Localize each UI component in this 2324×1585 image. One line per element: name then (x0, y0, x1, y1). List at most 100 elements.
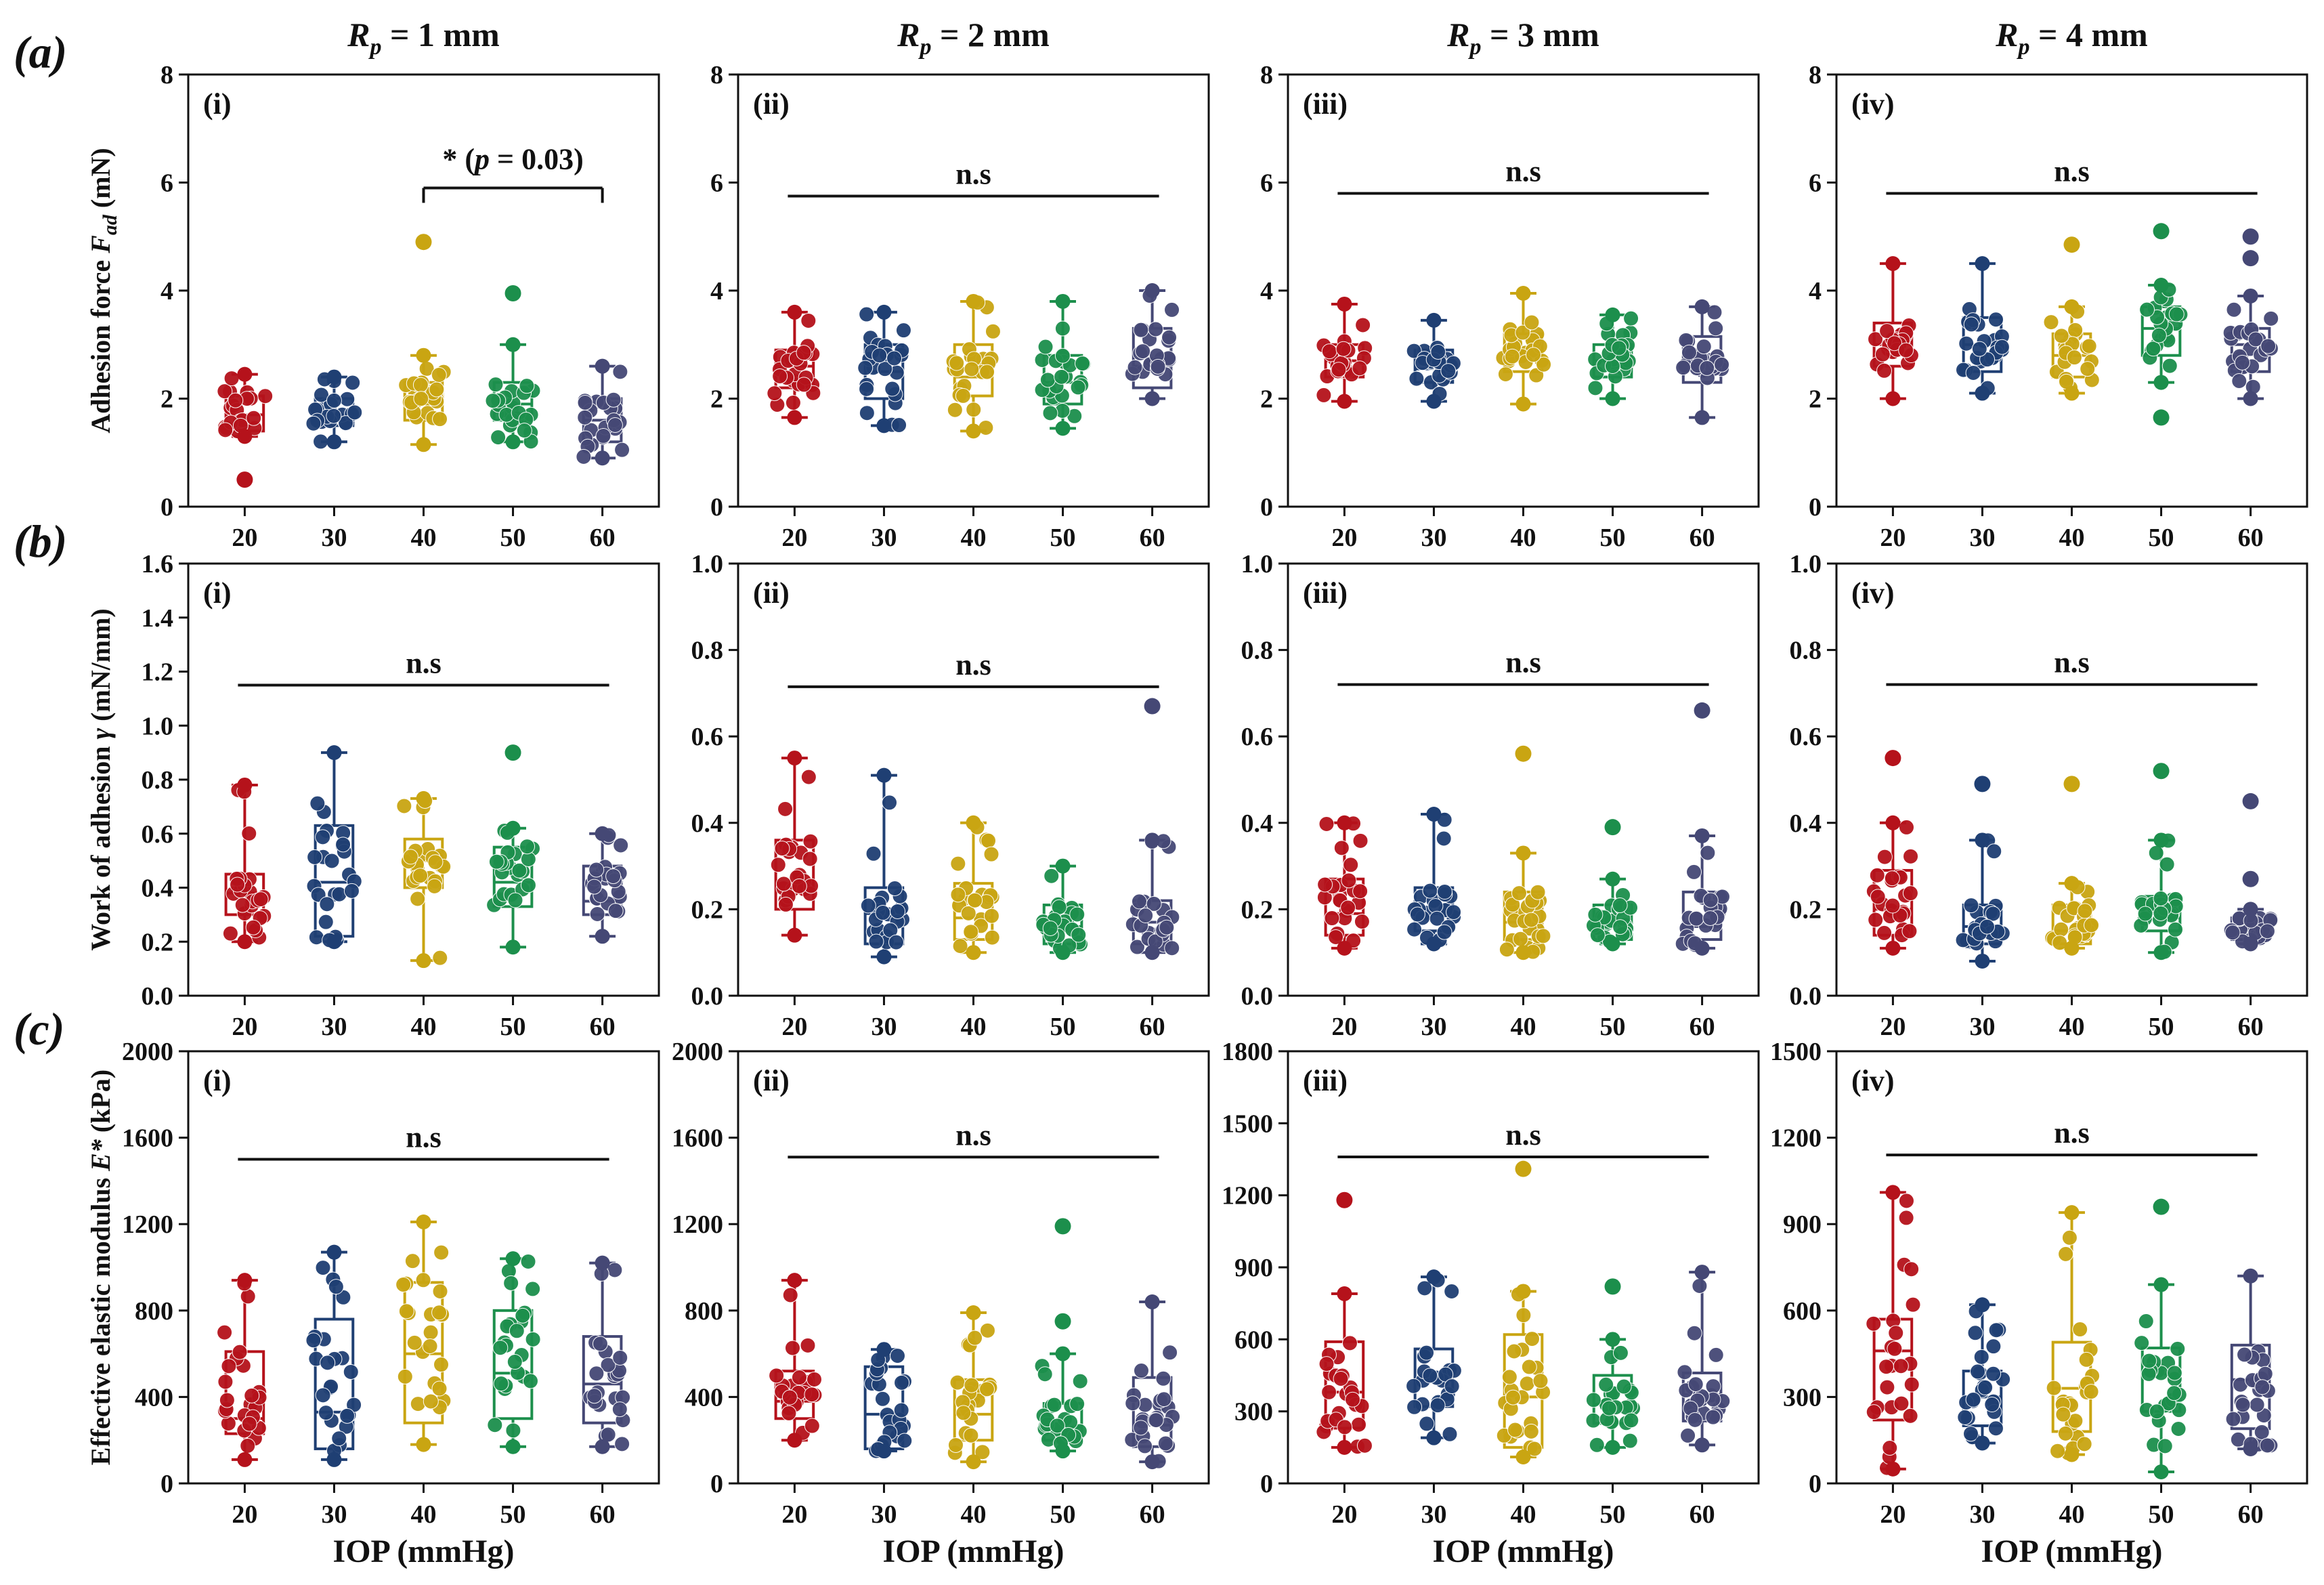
x-tick-label: 30 (321, 1500, 347, 1529)
data-point (326, 934, 342, 950)
data-point (1352, 832, 1369, 849)
data-point (1446, 904, 1462, 921)
data-point (1901, 923, 1918, 939)
data-point (1132, 893, 1148, 910)
data-point (1440, 363, 1457, 379)
data-point (1887, 1340, 1903, 1357)
data-point (1524, 314, 1540, 331)
data-point (1135, 343, 1151, 360)
data-point (1321, 1384, 1337, 1400)
data-point (319, 896, 335, 912)
data-point (1156, 1391, 1172, 1408)
data-point (955, 387, 971, 404)
data-point (966, 293, 981, 309)
data-point (605, 392, 622, 408)
y-tick-label: 0 (1809, 493, 1822, 522)
x-tick-label: 20 (1880, 1500, 1906, 1529)
data-point (525, 1331, 541, 1347)
data-point (884, 381, 901, 397)
y-tick-label: 1200 (122, 1210, 173, 1239)
data-point (770, 857, 786, 873)
data-point (2084, 917, 2100, 933)
data-point (1694, 410, 1710, 425)
x-tick-label: 50 (1600, 1013, 1626, 1041)
data-point (1687, 1412, 1703, 1428)
data-point (1876, 849, 1893, 865)
data-point (857, 360, 874, 376)
data-point (509, 1323, 525, 1339)
data-point (2161, 358, 2178, 374)
data-point (1436, 884, 1452, 900)
significance-label: n.s (955, 648, 991, 681)
y-tick-label: 0 (160, 1470, 173, 1498)
data-point (796, 345, 812, 361)
data-point (1876, 925, 1893, 941)
data-point (1985, 1366, 2002, 1382)
data-point (1680, 1427, 1696, 1443)
data-point (1866, 1404, 1882, 1420)
data-point (320, 1355, 336, 1371)
data-point (605, 868, 622, 885)
data-point (2140, 1366, 2157, 1382)
data-point (1333, 840, 1350, 856)
data-point (1164, 940, 1180, 956)
data-point (1069, 906, 1085, 923)
data-point (595, 358, 610, 374)
data-point (1419, 1345, 1435, 1361)
data-point (507, 892, 523, 908)
data-point (1146, 895, 1162, 912)
data-point (1512, 931, 1528, 947)
data-point (1055, 1346, 1071, 1361)
data-point (1705, 1409, 1721, 1425)
data-point (2064, 876, 2080, 891)
data-point (2138, 1313, 2154, 1330)
data-point (1612, 1345, 1629, 1361)
data-point (787, 410, 802, 425)
data-point (2243, 1441, 2258, 1456)
data-point (309, 795, 326, 811)
data-point (1133, 1420, 1149, 1436)
data-point (328, 1279, 344, 1295)
panel: 0 300 600 900 1200 1500 1800 20 30 40 50 60 (iii) n.s (1222, 1038, 1760, 1529)
data-point (2153, 1277, 2169, 1292)
data-point (1333, 1370, 1349, 1387)
data-point (1988, 1322, 2004, 1338)
data-point (1155, 1370, 1171, 1387)
y-tick-label: 0.4 (1241, 809, 1274, 838)
data-point (2237, 1347, 2253, 1363)
outlier-point (1515, 745, 1532, 762)
x-tick-label: 50 (1600, 1500, 1626, 1529)
y-tick-label: 2 (160, 385, 173, 414)
data-point (505, 820, 521, 836)
data-point (1071, 927, 1087, 943)
data-point (787, 1433, 802, 1448)
data-point (505, 939, 521, 955)
outlier-point (1885, 750, 1901, 767)
y-tick-label: 300 (1234, 1398, 1273, 1426)
y-tick-label: 0 (710, 493, 723, 522)
data-point (950, 887, 966, 903)
x-tick-label: 40 (411, 1500, 437, 1529)
data-point (1125, 1395, 1141, 1412)
y-tick-label: 1800 (1222, 1038, 1273, 1066)
x-tick-label: 50 (1050, 524, 1076, 552)
data-point (245, 919, 261, 935)
data-point (1055, 858, 1071, 874)
data-point (431, 1305, 448, 1321)
y-axis-title: Adhesion force Fad (mN) (85, 148, 121, 433)
data-point (1898, 342, 1914, 358)
significance-label: * (p = 0.03) (442, 142, 583, 175)
outlier-point (1515, 1160, 1532, 1177)
data-point (1585, 1392, 1601, 1408)
data-point (2247, 331, 2264, 347)
data-point (1882, 1440, 1898, 1456)
x-tick-label: 40 (2059, 1500, 2085, 1529)
data-point (1444, 1378, 1460, 1395)
x-tick-label: 60 (2238, 524, 2264, 552)
data-point (2168, 921, 2184, 937)
data-point (1422, 883, 1438, 899)
x-tick-label: 40 (961, 524, 987, 552)
y-tick-label: 1200 (672, 1210, 723, 1239)
x-tick-label: 50 (500, 524, 526, 552)
